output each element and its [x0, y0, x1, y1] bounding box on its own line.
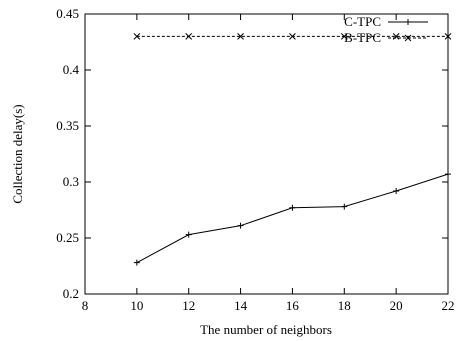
y-tick-label: 0.4	[63, 62, 80, 77]
series-layer	[133, 33, 452, 266]
data-point-b-tpc	[340, 33, 348, 40]
x-tick-label: 14	[234, 298, 248, 313]
data-point-b-tpc	[237, 33, 244, 40]
x-tick-label: 18	[338, 298, 351, 313]
data-point-c-tpc	[393, 187, 400, 194]
legend-marker-c-tpc	[405, 19, 411, 25]
x-tick-label: 16	[286, 298, 300, 313]
plot-frame	[84, 13, 449, 295]
x-tick-label: 12	[182, 298, 195, 313]
legend-marker-b-tpc	[404, 34, 412, 42]
data-point-c-tpc	[133, 259, 140, 266]
x-tick-label: 8	[82, 298, 89, 313]
data-point-c-tpc	[445, 171, 451, 178]
series-line-c-tpc	[136, 173, 449, 264]
x-tick-label: 22	[442, 298, 455, 313]
y-tick-label: 0.2	[63, 286, 79, 301]
x-tick-label: 20	[390, 298, 403, 313]
data-point-b-tpc	[289, 33, 296, 40]
x-tick-label: 10	[130, 298, 143, 313]
data-point-b-tpc	[444, 33, 452, 40]
legend-label-b-tpc: B-TPC	[344, 30, 381, 45]
x-axis-ticks: 8 10 12 14 16 18 20 22	[82, 14, 455, 313]
data-point-c-tpc	[289, 204, 296, 211]
data-point-c-tpc	[185, 231, 192, 238]
y-axis-ticks: 0.2 0.25 0.3 0.35 0.4 0.45	[56, 6, 448, 301]
data-point-c-tpc	[341, 203, 348, 210]
data-point-b-tpc	[133, 33, 141, 40]
y-tick-label: 0.3	[63, 174, 79, 189]
data-point-b-tpc	[185, 33, 193, 40]
y-tick-label: 0.35	[56, 118, 79, 133]
y-axis-label: Collection delay(s)	[10, 104, 25, 203]
legend-label-c-tpc: C-TPC	[344, 14, 381, 29]
y-tick-label: 0.25	[56, 230, 79, 245]
data-point-c-tpc	[237, 222, 244, 229]
y-tick-label: 0.45	[56, 6, 79, 21]
x-axis-label: The number of neighbors	[200, 322, 332, 337]
